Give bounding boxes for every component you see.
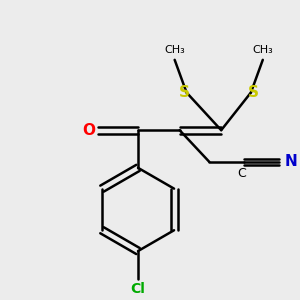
Text: S: S: [179, 85, 190, 100]
Text: N: N: [284, 154, 297, 169]
Text: S: S: [248, 85, 258, 100]
Text: CH₃: CH₃: [252, 45, 273, 55]
Text: Cl: Cl: [130, 282, 146, 296]
Text: C: C: [238, 167, 246, 180]
Text: O: O: [82, 123, 95, 138]
Text: CH₃: CH₃: [164, 45, 185, 55]
